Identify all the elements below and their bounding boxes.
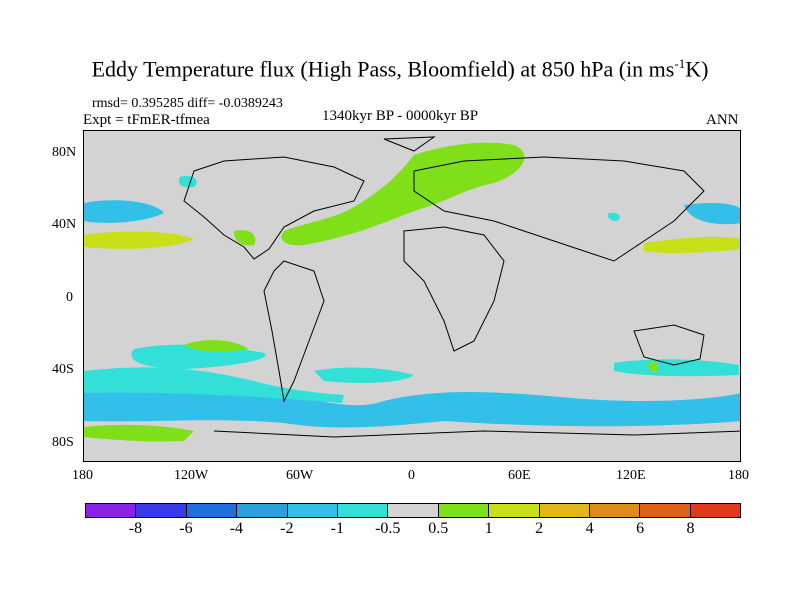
lat-label-40s: 40S — [52, 362, 74, 377]
lat-label-40n: 40N — [52, 217, 77, 232]
colorbar-tick-label: -2 — [280, 520, 294, 537]
colorbar-cell — [539, 504, 590, 517]
lat-label-80s: 80S — [52, 435, 74, 450]
lon-label-120e: 120E — [616, 468, 646, 483]
colorbar-cell — [640, 504, 691, 517]
map-field — [84, 131, 740, 461]
lat-label-0: 0 — [66, 290, 73, 305]
colorbar-tick-label: 1 — [484, 520, 493, 537]
lon-label-180w: 180 — [72, 468, 93, 483]
lon-label-60w: 60W — [286, 468, 314, 483]
lon-label-60e: 60E — [508, 468, 531, 483]
colorbar-tick-label: -1 — [330, 520, 344, 537]
colorbar-tick-label: -6 — [179, 520, 193, 537]
negative-patch-japan — [684, 203, 740, 225]
colorbar-cell — [690, 504, 741, 517]
positive-patch-west-pacific — [644, 236, 740, 254]
colorbar-cell — [589, 504, 641, 517]
colorbar-cell — [86, 504, 137, 517]
season-label: ANN — [706, 112, 739, 128]
negative-patch-alaska — [178, 175, 197, 188]
positive-patch-antarctic — [84, 424, 194, 442]
colorbar-tick-label: 2 — [535, 520, 544, 537]
period-label: 1340kyr BP - 0000kyr BP — [322, 108, 479, 124]
negative-patch-north-pacific — [84, 200, 164, 223]
lon-label-120w: 120W — [174, 468, 209, 483]
lat-label-80n: 80N — [52, 145, 77, 160]
colorbar-tick-label: -8 — [128, 520, 143, 537]
southern-ocean-edge — [84, 367, 344, 403]
colorbar-cell — [438, 504, 490, 517]
colorbar-cell — [337, 504, 389, 517]
colorbar-cell — [237, 504, 288, 517]
stats-text: rmsd= 0.395285 diff= -0.0389243 — [92, 96, 283, 111]
colorbar-cell — [136, 504, 187, 517]
colorbar-tick-label: 4 — [585, 520, 594, 537]
lon-label-0: 0 — [408, 468, 415, 483]
positive-patch-south-pacific — [184, 340, 249, 352]
south-indian-patch — [614, 359, 739, 377]
colorbar — [85, 503, 741, 518]
experiment-label: Expt = tFmER-tfmea — [83, 112, 210, 128]
colorbar-tick-label: 8 — [686, 520, 695, 537]
colorbar-tick-label: 0.5 — [428, 520, 449, 537]
colorbar-cell — [388, 504, 439, 517]
colorbar-tick-label: -4 — [229, 520, 244, 537]
chart-title: Eddy Temperature flux (High Pass, Bloomf… — [91, 56, 709, 82]
colorbar-cell — [186, 504, 238, 517]
positive-patch-north-pacific — [84, 231, 194, 249]
colorbar-tick-label: -0.5 — [375, 520, 401, 537]
map-panel — [83, 130, 741, 462]
positive-patch-australia — [647, 361, 659, 373]
colorbar-cell — [489, 504, 540, 517]
positive-band-north-atlantic — [281, 142, 525, 246]
colorbar-cell — [287, 504, 338, 517]
lon-label-180e: 180 — [728, 468, 749, 483]
negative-patch-east-asia — [607, 212, 620, 221]
positive-patch-north-america — [234, 229, 256, 246]
coastlines — [183, 136, 740, 438]
south-atlantic-patch — [314, 367, 414, 383]
colorbar-tick-label: 6 — [636, 520, 645, 537]
